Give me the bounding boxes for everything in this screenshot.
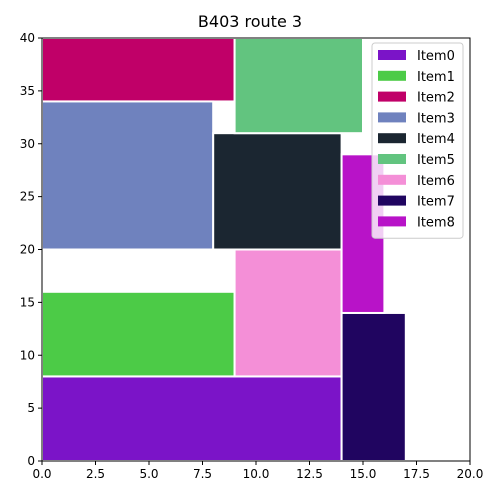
y-tick-label: 40 [20,31,35,45]
y-tick-label: 0 [27,454,35,468]
y-tick-label: 35 [20,84,35,98]
legend-label-item8: Item8 [417,215,455,230]
legend-label-item7: Item7 [417,195,455,210]
rect-item1 [41,290,236,378]
y-tick-label: 15 [20,295,35,309]
legend-swatch-item1 [378,70,406,81]
x-tick-label: 15.0 [350,467,377,481]
y-tick-label: 10 [20,348,35,362]
legend-swatch-item6 [378,174,406,185]
legend-label-item1: Item1 [417,70,455,85]
y-tick-label: 20 [20,243,35,257]
x-tick-label: 12.5 [296,467,323,481]
x-tick-label: 2.5 [86,467,105,481]
rect-item3 [41,100,215,251]
legend-label-item4: Item4 [417,132,455,147]
legend-swatch-item2 [378,91,406,102]
chart-title: B403 route 3 [197,12,303,31]
x-tick-label: 17.5 [403,467,430,481]
axis-ticks-layer: 0.0 2.5 5.0 7.5 10.0 12.5 15.0 17.5 20.0 0 5 10 15 20… [20,31,484,481]
rect-item0 [41,375,343,462]
legend-label-item3: Item3 [417,111,455,126]
rect-item5 [233,37,364,135]
legend-label-item2: Item2 [417,91,455,106]
y-tick-label: 30 [20,137,35,151]
legend-swatch-item7 [378,195,406,206]
y-tick-label: 25 [20,190,35,204]
legend-swatch-item0 [378,50,406,60]
legend-label-item0: Item0 [417,49,455,64]
legend-label-item5: Item5 [417,153,455,168]
rect-item2 [41,37,236,103]
legend-swatch-item4 [378,133,406,144]
x-tick-label: 7.5 [193,467,212,481]
x-tick-label: 0.0 [32,467,51,481]
rect-item4 [212,132,343,251]
legend-swatch-item3 [378,112,406,123]
y-tick-label: 5 [27,401,35,415]
rectangles-layer [41,37,407,463]
legend-label-item6: Item6 [417,174,455,189]
x-tick-label: 5.0 [139,467,158,481]
x-tick-label: 20.0 [457,467,484,481]
legend-swatch-item8 [378,216,406,227]
legend: Item0 Item1 Item2 Item3 Item4 Item5 Item6 Item7… [371,42,464,239]
x-tick-label: 10.0 [243,467,270,481]
rect-item6 [233,248,343,378]
rect-item7 [340,311,407,463]
legend-swatch-item5 [378,154,406,164]
